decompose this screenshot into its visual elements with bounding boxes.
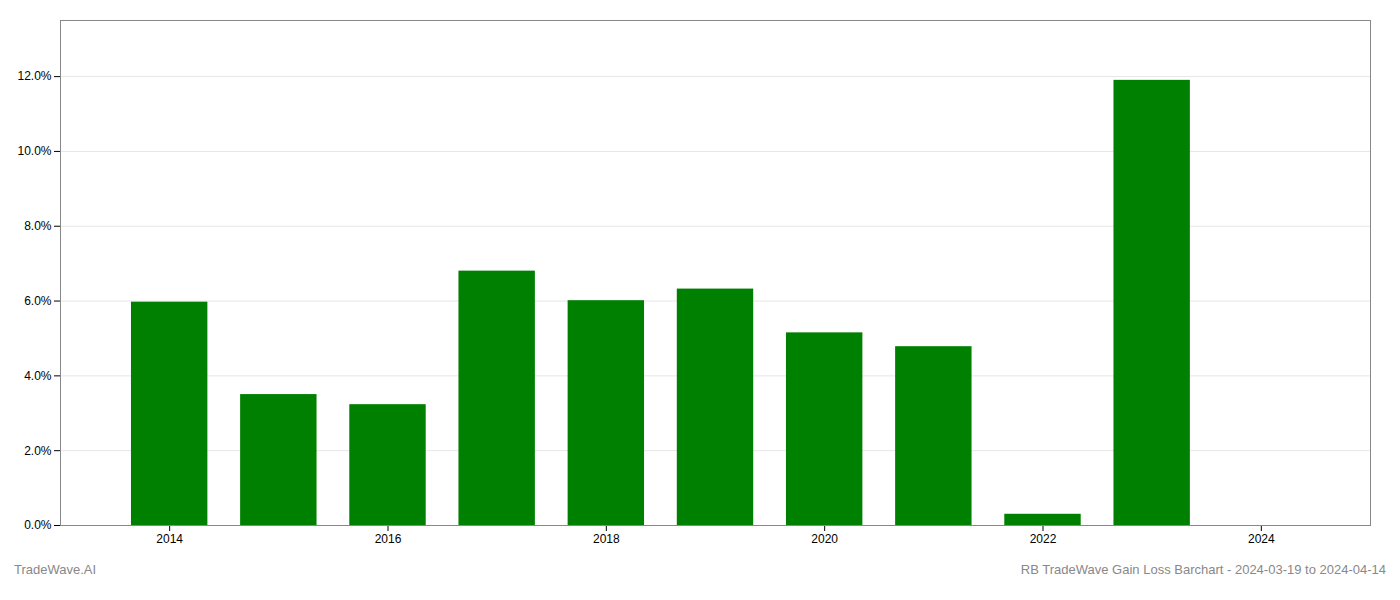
svg-text:10.0%: 10.0% (17, 144, 51, 158)
svg-text:2020: 2020 (811, 532, 838, 546)
svg-text:2024: 2024 (1248, 532, 1275, 546)
svg-text:0.0%: 0.0% (24, 518, 52, 532)
svg-text:2014: 2014 (156, 532, 183, 546)
html-text:TradeWave.AI: TradeWave.AI (14, 562, 97, 577)
svg-text:2.0%: 2.0% (24, 444, 52, 458)
html-text:RB TradeWave Gain Loss Barchar: RB TradeWave Gain Loss Barchart - 2024-0… (1020, 562, 1386, 577)
svg-text:2018: 2018 (593, 532, 620, 546)
svg-text:2022: 2022 (1030, 532, 1057, 546)
svg-text:4.0%: 4.0% (24, 369, 52, 383)
svg-text:8.0%: 8.0% (24, 219, 52, 233)
svg-text:2016: 2016 (375, 532, 402, 546)
svg-text:12.0%: 12.0% (17, 69, 51, 83)
svg-text:6.0%: 6.0% (24, 294, 52, 308)
